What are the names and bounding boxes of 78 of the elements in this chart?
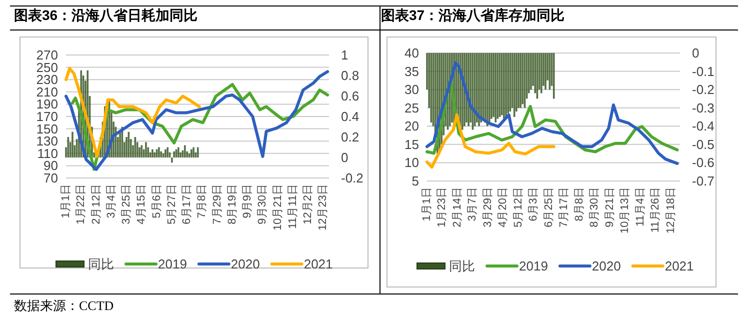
chart-title: 图表37：沿海八省库存加同比	[381, 7, 565, 23]
x-tick-label: 1月23日	[436, 187, 448, 228]
x-tick-label: 11月4日	[634, 187, 646, 227]
y2-tick-label: 0	[692, 46, 700, 60]
x-tick-label: 9月9日	[242, 184, 254, 218]
x-tick-label: 4月15日	[136, 184, 148, 224]
y-tick-label: 30	[404, 82, 419, 98]
y2-tick-label: 0.4	[341, 109, 360, 124]
legend-label: 2020	[592, 258, 621, 274]
y2-tick-label: 0.2	[341, 130, 360, 144]
y-tick-label: 270	[36, 48, 58, 62]
legend-label: 2019	[519, 258, 548, 274]
y2-tick-label: -0.4	[692, 118, 714, 134]
x-tick-label: 8月30日	[588, 187, 601, 228]
legend-label: 2019	[158, 256, 187, 272]
x-tick-label: 10月13日	[619, 187, 632, 234]
x-tick-label: 1月1日	[60, 184, 72, 218]
x-tick-label: 7月17日	[558, 187, 570, 228]
source-note: 数据来源：CCTD	[14, 298, 114, 313]
y-tick-label: 70	[44, 170, 58, 186]
x-tick-label: 2月14日	[452, 187, 464, 228]
x-tick-label: 5月27日	[166, 184, 178, 224]
x-tick-label: 2月12日	[90, 184, 102, 224]
x-tick-label: 9月30日	[256, 184, 269, 224]
x-tick-label: 9月21日	[604, 187, 616, 228]
y2-tick-label: -0.2	[692, 82, 714, 98]
legend-label: 同比	[88, 256, 114, 272]
y-tick-label: 150	[36, 121, 58, 136]
x-tick-label: 12月23日	[317, 184, 330, 230]
x-tick-label: 6月17日	[181, 184, 194, 224]
y2-tick-label: -0.2	[341, 170, 364, 186]
x-tick-label: 6月3日	[528, 187, 540, 222]
x-tick-label: 12月18日	[664, 187, 677, 234]
y2-tick-label: 1	[341, 48, 348, 62]
y-tick-label: 250	[36, 60, 58, 75]
y-tick-label: 40	[404, 46, 419, 60]
x-tick-label: 8月19日	[226, 184, 238, 224]
x-tick-label: 3月29日	[482, 187, 494, 228]
legend-label: 2020	[230, 256, 260, 272]
y-tick-label: 5	[412, 174, 419, 188]
y-tick-label: 15	[404, 136, 419, 152]
legend-label: 2021	[664, 258, 694, 274]
x-tick-label: 3月4日	[105, 184, 118, 218]
y-tick-label: 10	[404, 155, 419, 170]
x-tick-label: 11月11日	[286, 184, 299, 229]
y2-tick-label: -0.6	[692, 155, 714, 170]
line-series	[426, 61, 679, 165]
x-tick-label: 3月7日	[466, 187, 479, 222]
y2-tick-label: 0.6	[341, 88, 360, 104]
chart-title: 图表36：沿海八省日耗加同比	[14, 7, 198, 23]
x-tick-label: 7月29日	[211, 184, 224, 224]
legend-label: 2021	[304, 256, 333, 272]
x-tick-label: 5月12日	[512, 187, 524, 228]
y-tick-label: 25	[404, 100, 419, 116]
legend-label: 同比	[449, 258, 475, 274]
y-tick-label: 90	[44, 158, 58, 174]
y-tick-label: 35	[404, 64, 419, 79]
x-tick-label: 7月8日	[196, 184, 208, 218]
x-tick-label: 1月22日	[75, 184, 88, 224]
x-tick-label: 5月6日	[150, 184, 163, 218]
y2-tick-label: -0.5	[692, 136, 714, 152]
line-series	[426, 113, 556, 169]
x-tick-label: 8月8日	[573, 187, 586, 222]
x-tick-label: 4月20日	[497, 187, 510, 228]
y2-tick-label: -0.3	[692, 100, 714, 116]
y2-tick-label: -0.1	[692, 64, 714, 79]
x-tick-label: 10月21日	[272, 184, 284, 230]
y2-tick-label: 0.8	[341, 68, 360, 83]
y2-tick-label: -0.7	[692, 174, 714, 188]
y-tick-label: 170	[36, 109, 58, 124]
x-tick-label: 6月25日	[542, 187, 555, 228]
x-tick-label: 12月2日	[302, 184, 314, 224]
x-tick-label: 1月1日	[421, 187, 433, 222]
y-tick-label: 20	[404, 118, 419, 134]
x-tick-label: 11月26日	[650, 187, 662, 233]
y2-tick-label: 0	[341, 150, 348, 165]
x-tick-label: 3月25日	[120, 184, 133, 224]
y-tick-label: 190	[36, 96, 58, 112]
